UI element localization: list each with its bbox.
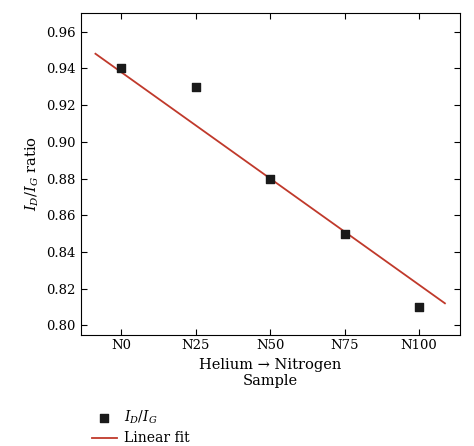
$I_D$/$I_G$ [415, 303, 423, 310]
Legend: $I_D$/$I_G$, Linear fit: $I_D$/$I_G$, Linear fit [88, 404, 193, 446]
$I_D$/$I_G$ [118, 65, 125, 72]
$I_D$/$I_G$ [192, 83, 200, 91]
X-axis label: Helium → Nitrogen
Sample: Helium → Nitrogen Sample [199, 358, 341, 388]
$I_D$/$I_G$ [266, 175, 274, 182]
Y-axis label: $I_D$/$I_G$ ratio: $I_D$/$I_G$ ratio [23, 136, 41, 211]
$I_D$/$I_G$ [341, 230, 348, 237]
